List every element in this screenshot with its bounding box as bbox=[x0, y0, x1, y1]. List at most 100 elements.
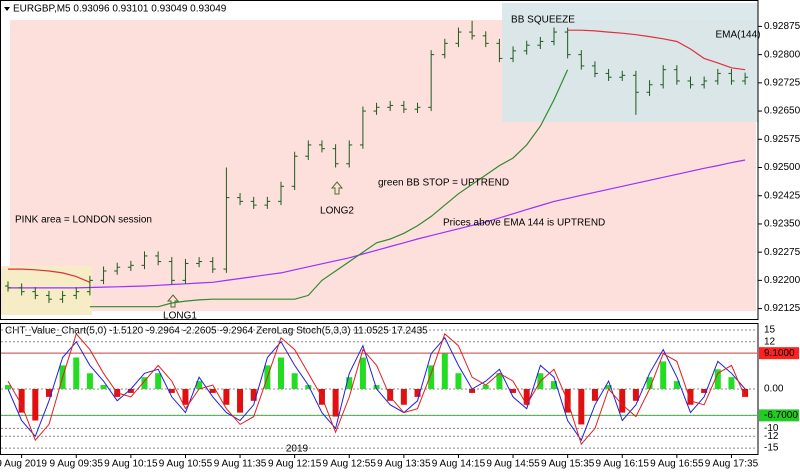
annotation: BB SQUEEZE bbox=[511, 15, 575, 26]
y-tick-label: -12 bbox=[764, 431, 779, 442]
x-tick-label: 9 Aug 12:15 bbox=[268, 459, 322, 470]
histogram-bar bbox=[346, 377, 353, 389]
x-tick-label: 9 Aug 17:35 bbox=[705, 459, 759, 470]
x-tick-label: 9 Aug 10:55 bbox=[159, 459, 213, 470]
histogram-bar bbox=[578, 389, 585, 425]
histogram-bar bbox=[455, 373, 462, 389]
histogram-bar bbox=[291, 373, 298, 389]
y-tick-label: 0.92650 bbox=[764, 106, 800, 117]
y-tick-label: 12 bbox=[764, 336, 776, 347]
y-tick-label: 0.92125 bbox=[764, 303, 800, 314]
plot-layer: 0.92875 0.92800 0.92725 0.92650 0.92575 0.925… bbox=[0, 15, 800, 470]
histogram-bar bbox=[510, 389, 517, 393]
collapse-icon bbox=[4, 7, 10, 11]
x-tick-label: 9 Aug 15:35 bbox=[541, 459, 595, 470]
x-tick-label: 9 Aug 14:15 bbox=[432, 459, 486, 470]
pre-session-area bbox=[0, 266, 92, 315]
indicator-title: CHT_Value_Chart(5,0) -1.5120 -9.2964 -2.… bbox=[5, 326, 428, 337]
long-arrow bbox=[166, 294, 180, 308]
y-tick-label: 0.00 bbox=[764, 384, 784, 395]
histogram-bar bbox=[728, 377, 735, 389]
y-tick-label: 0.92575 bbox=[764, 134, 800, 145]
histogram-bar bbox=[632, 389, 639, 401]
histogram-bar bbox=[141, 377, 148, 389]
y-tick-label: 0.92500 bbox=[764, 162, 800, 173]
x-tick-label: 9 Aug 2019 bbox=[0, 459, 47, 470]
main-title: EURGBP,M5 0.93096 0.93101 0.93049 0.9304… bbox=[13, 4, 227, 15]
x-tick-label: 9 Aug 13:35 bbox=[377, 459, 431, 470]
histogram-bar bbox=[414, 389, 421, 397]
annotation: green BB STOP = UPTREND bbox=[378, 178, 509, 189]
histogram-bar bbox=[428, 365, 435, 389]
y-tick-label: 0.92200 bbox=[764, 275, 800, 286]
histogram-bar bbox=[482, 385, 489, 389]
histogram-bar bbox=[441, 353, 448, 389]
y-tick-label: 0.92350 bbox=[764, 219, 800, 230]
histogram-bar bbox=[223, 389, 230, 405]
histogram-bar bbox=[73, 357, 80, 389]
histogram-bar bbox=[182, 389, 189, 405]
y-tick-label: 0.92275 bbox=[764, 247, 800, 258]
histogram-bar bbox=[237, 389, 244, 413]
histogram-bar bbox=[18, 389, 25, 413]
histogram-bar bbox=[605, 385, 612, 389]
histogram-bar bbox=[646, 377, 653, 389]
histogram-bar bbox=[673, 381, 680, 389]
x-tick-label: 9 Aug 16:15 bbox=[596, 459, 650, 470]
histogram-bar bbox=[100, 385, 107, 389]
x-tick-label: 9 Aug 14:55 bbox=[486, 459, 540, 470]
histogram-bar bbox=[387, 389, 394, 401]
level-badge bbox=[759, 347, 799, 360]
level-badge bbox=[759, 409, 799, 422]
indicator-line bbox=[8, 159, 746, 289]
histogram-bar bbox=[469, 389, 476, 393]
annotation: LONG2 bbox=[320, 206, 354, 217]
oscillator-line bbox=[7, 332, 746, 446]
histogram-bar bbox=[687, 389, 694, 405]
y-tick-label: 0.92425 bbox=[764, 190, 800, 201]
histogram-bar bbox=[196, 381, 203, 389]
indicator-line bbox=[8, 29, 746, 283]
histogram-bar bbox=[591, 389, 598, 401]
y-tick-label: 15 bbox=[764, 325, 776, 336]
y-tick-label: 0.92725 bbox=[764, 77, 800, 88]
indicator-line bbox=[89, 69, 569, 308]
histogram-bar bbox=[496, 373, 503, 389]
histogram-bar bbox=[168, 389, 175, 393]
x-tick-label: 9 Aug 10:15 bbox=[104, 459, 158, 470]
histogram-bar bbox=[714, 369, 721, 389]
x-axis-label: 2019 bbox=[286, 444, 309, 455]
histogram-bar bbox=[660, 361, 667, 389]
x-tick-label: 9 Aug 11:35 bbox=[214, 459, 267, 470]
long-arrow bbox=[330, 181, 344, 195]
histogram-bar bbox=[278, 357, 284, 389]
histogram-bar bbox=[86, 373, 93, 389]
annotation: Prices above EMA 144 is UPTREND bbox=[443, 218, 605, 229]
y-tick-label: -6.7000 bbox=[764, 410, 798, 421]
oscillator-line bbox=[7, 336, 746, 442]
main-panel-border bbox=[0, 0, 759, 320]
annotation: LONG1 bbox=[163, 311, 197, 322]
x-tick-label: 9 Aug 16:55 bbox=[650, 459, 704, 470]
y-tick-label: 0.92800 bbox=[764, 49, 800, 60]
histogram-bar bbox=[551, 381, 557, 389]
histogram-bar bbox=[523, 389, 530, 405]
y-tick-label: -15 bbox=[764, 443, 779, 454]
histogram-bar bbox=[5, 385, 11, 389]
histogram-bar bbox=[305, 385, 312, 389]
y-tick-label: 0.92875 bbox=[764, 21, 800, 32]
histogram-bar bbox=[332, 389, 339, 417]
histogram-bar bbox=[400, 389, 407, 405]
x-tick-label: 9 Aug 09:35 bbox=[50, 459, 104, 470]
y-tick-label: 9.1000 bbox=[764, 348, 795, 359]
histogram-bar bbox=[209, 389, 216, 393]
annotation: PINK area = LONDON session bbox=[15, 215, 152, 226]
histogram-bar bbox=[127, 389, 134, 393]
histogram-bar bbox=[373, 385, 380, 389]
y-tick-label: -10 bbox=[764, 423, 779, 434]
histogram-bar bbox=[45, 389, 52, 397]
histogram-bar bbox=[155, 373, 162, 389]
histogram-bar bbox=[619, 389, 626, 413]
histogram-bar bbox=[32, 389, 39, 421]
